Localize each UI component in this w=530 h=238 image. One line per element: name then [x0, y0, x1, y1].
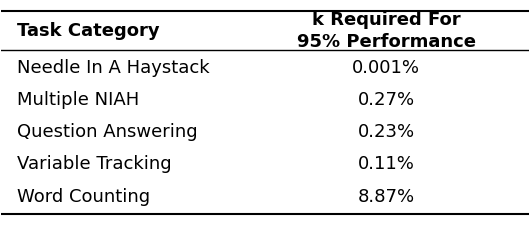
Text: k Required For
95% Performance: k Required For 95% Performance [297, 11, 476, 51]
Text: Multiple NIAH: Multiple NIAH [17, 91, 139, 109]
Text: 0.27%: 0.27% [358, 91, 415, 109]
Text: Word Counting: Word Counting [17, 188, 151, 206]
Text: 8.87%: 8.87% [358, 188, 415, 206]
Text: Question Answering: Question Answering [17, 123, 198, 141]
Text: Variable Tracking: Variable Tracking [17, 155, 172, 173]
Text: Needle In A Haystack: Needle In A Haystack [17, 59, 210, 77]
Text: Task Category: Task Category [17, 22, 160, 40]
Text: 0.11%: 0.11% [358, 155, 414, 173]
Text: 0.23%: 0.23% [358, 123, 415, 141]
Text: 0.001%: 0.001% [352, 59, 420, 77]
